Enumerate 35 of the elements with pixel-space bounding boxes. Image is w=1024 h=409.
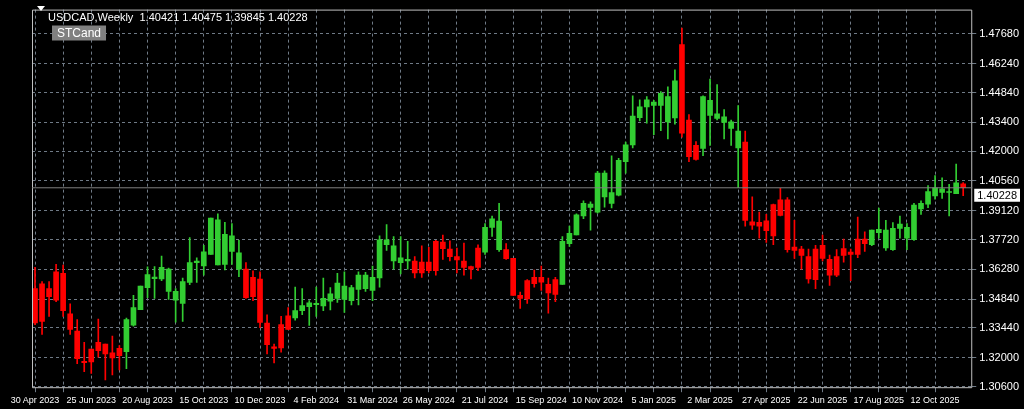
- y-tick-label: 1.47680: [979, 26, 1019, 39]
- x-tick-label: 10 Nov 2024: [572, 395, 624, 406]
- x-tick-label: 30 Apr 2023: [10, 395, 60, 406]
- x-tick-label: 27 Apr 2025: [742, 395, 791, 406]
- y-tick-label: 1.30600: [979, 379, 1019, 392]
- x-tick-label: 17 Aug 2025: [853, 395, 905, 406]
- candlestick: [404, 241, 411, 270]
- x-tick-label: 10 Dec 2023: [234, 395, 286, 406]
- candlestick: [735, 105, 742, 189]
- y-tick-label: 1.43400: [979, 115, 1019, 128]
- y-tick-label: 1.42000: [979, 144, 1019, 157]
- x-tick-label: 15 Oct 2023: [179, 395, 229, 406]
- chart-title: USDCAD,Weekly 1.40421 1.40475 1.39845 1.40228: [48, 10, 308, 23]
- x-tick-label: 31 Mar 2024: [347, 395, 398, 406]
- x-tick-label: 4 Feb 2024: [293, 395, 340, 406]
- x-tick-label: 20 Aug 2023: [122, 395, 173, 406]
- x-tick-label: 2 Mar 2025: [687, 395, 733, 406]
- x-tick-label: 26 May 2024: [402, 395, 455, 406]
- x-tick-label: 22 Jun 2025: [797, 395, 848, 406]
- x-tick-label: 5 Jan 2025: [631, 395, 677, 406]
- x-tick-label: 21 Jul 2024: [461, 395, 509, 406]
- y-tick-label: 1.36280: [979, 262, 1019, 275]
- x-tick-label: 12 Oct 2025: [910, 395, 960, 406]
- y-tick-label: 1.37720: [979, 232, 1019, 245]
- y-tick-label: 1.33440: [979, 320, 1019, 333]
- y-tick-label: 1.44840: [979, 85, 1019, 98]
- y-tick-label: 1.34840: [979, 292, 1019, 305]
- y-tick-label: 1.40560: [979, 173, 1019, 186]
- x-tick-label: 25 Jun 2023: [66, 395, 117, 406]
- x-tick-label: 15 Sep 2024: [515, 395, 567, 406]
- y-tick-label: 1.39120: [979, 203, 1019, 216]
- ref-line-label: 1.40228: [977, 188, 1017, 201]
- y-tick-label: 1.32000: [979, 350, 1019, 363]
- y-tick-label: 1.46240: [979, 56, 1019, 69]
- annotation: STCand: [57, 25, 102, 40]
